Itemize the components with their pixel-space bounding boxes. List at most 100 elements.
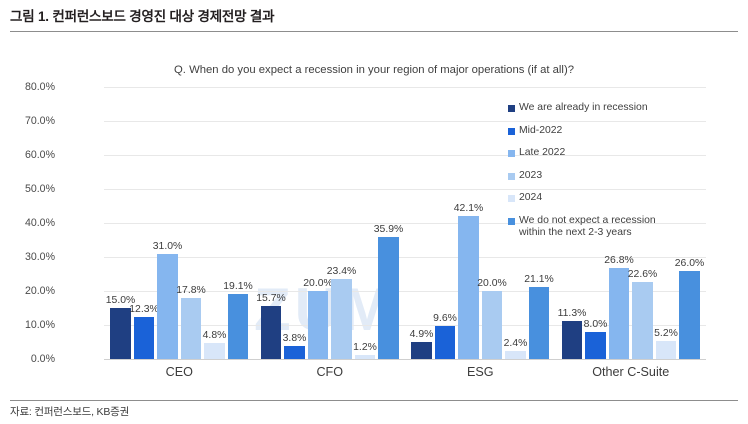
bar[interactable] bbox=[260, 305, 282, 359]
bar-item[interactable]: 1.2% bbox=[353, 87, 377, 359]
gridline bbox=[104, 121, 706, 122]
bar-item[interactable]: 3.8% bbox=[283, 87, 306, 359]
bar[interactable] bbox=[528, 287, 550, 359]
title-divider bbox=[10, 31, 738, 32]
legend-swatch-icon bbox=[508, 172, 515, 180]
bar-value-label: 23.4% bbox=[326, 266, 357, 278]
bar-value-label: 21.1% bbox=[524, 274, 554, 286]
x-axis-category-label: Other C-Suite bbox=[592, 365, 670, 379]
x-axis-category-label: CFO bbox=[316, 365, 344, 379]
gridline bbox=[104, 223, 706, 224]
bar-group: 15.7% 3.8% 20.0% 23.4% 1.2% 35.9% bbox=[255, 87, 406, 359]
gridline bbox=[104, 291, 706, 292]
legend-item[interactable]: Mid-2022 bbox=[508, 125, 744, 137]
bar[interactable] bbox=[679, 270, 700, 359]
bar-item[interactable]: 12.3% bbox=[129, 87, 159, 359]
bar-item[interactable]: 35.9% bbox=[374, 87, 403, 359]
legend-swatch-icon bbox=[508, 150, 515, 157]
bar-value-label: 26.0% bbox=[674, 257, 705, 269]
bar-item[interactable]: 26.8% bbox=[604, 87, 634, 359]
bar-item[interactable]: 5.2% bbox=[654, 87, 678, 359]
bar[interactable] bbox=[458, 215, 479, 359]
bar-value-label: 11.3% bbox=[557, 307, 587, 319]
bar[interactable] bbox=[204, 342, 225, 359]
bar-value-label: 20.0% bbox=[477, 278, 507, 289]
bar-chart: Q. When do you expect a recession in you… bbox=[0, 40, 748, 392]
bar[interactable] bbox=[632, 282, 653, 359]
bar-value-label: 2.4% bbox=[503, 337, 528, 349]
bar[interactable] bbox=[284, 346, 305, 359]
bar-item[interactable]: 15.7% bbox=[256, 87, 286, 359]
bar-item[interactable]: 20.0% bbox=[303, 87, 333, 359]
bar-item[interactable]: 26.0% bbox=[675, 87, 704, 359]
bar[interactable] bbox=[655, 341, 677, 359]
bar[interactable] bbox=[110, 308, 131, 359]
bar[interactable] bbox=[608, 267, 630, 359]
bar-item[interactable]: 4.8% bbox=[202, 87, 227, 359]
bar-item[interactable]: 21.1% bbox=[524, 87, 554, 359]
chart-title: Q. When do you expect a recession in you… bbox=[174, 64, 574, 76]
bar-item[interactable]: 19.1% bbox=[223, 87, 253, 359]
legend-item[interactable]: Late 2022 bbox=[508, 147, 744, 159]
bar-group: 11.3% 8.0% 26.8% 22.6% 5.2% 26.0% bbox=[556, 87, 707, 359]
legend-label: Late 2022 bbox=[519, 147, 566, 158]
legend-item[interactable]: 2023 bbox=[508, 170, 744, 182]
bar[interactable] bbox=[133, 317, 155, 359]
gridline bbox=[104, 189, 706, 190]
x-axis-category-label: ESG bbox=[466, 365, 494, 379]
legend-item[interactable]: 2024 bbox=[508, 192, 744, 204]
bar[interactable] bbox=[307, 291, 329, 359]
bar[interactable] bbox=[434, 326, 456, 359]
legend-swatch-icon bbox=[508, 105, 515, 112]
y-axis-tick-label: 60.0% bbox=[24, 149, 55, 161]
bar-item[interactable]: 9.6% bbox=[433, 87, 457, 359]
y-axis-tick-label: 70.0% bbox=[24, 115, 55, 127]
bar-value-label: 4.8% bbox=[202, 329, 227, 341]
bar-value-label: 9.6% bbox=[433, 313, 457, 325]
y-axis-tick-label: 20.0% bbox=[24, 285, 55, 297]
x-axis-category-label: CEO bbox=[165, 365, 193, 379]
bar[interactable] bbox=[378, 236, 399, 359]
y-axis-tick-label: 50.0% bbox=[24, 183, 55, 195]
bar-item[interactable]: 15.0% bbox=[106, 87, 135, 359]
legend-swatch-icon bbox=[508, 195, 515, 202]
bar-item[interactable]: 20.0% bbox=[477, 87, 507, 359]
bar[interactable] bbox=[227, 294, 249, 359]
legend-item[interactable]: We are already in recession bbox=[508, 102, 744, 114]
plot-area: ZUM 80.0%70.0%60.0%50.0%40.0%30.0%20.0%1… bbox=[25, 81, 707, 379]
bar-item[interactable]: 2.4% bbox=[503, 87, 528, 359]
bar-item[interactable]: 17.8% bbox=[176, 87, 206, 359]
bar-value-label: 19.1% bbox=[223, 281, 253, 293]
bar[interactable] bbox=[505, 350, 526, 359]
bar-item[interactable]: 22.6% bbox=[628, 87, 657, 359]
bar-value-label: 35.9% bbox=[373, 223, 404, 235]
bar[interactable] bbox=[561, 320, 583, 359]
legend-item[interactable]: We do not expect a recession within the … bbox=[508, 215, 744, 239]
bar[interactable] bbox=[411, 342, 432, 359]
bar[interactable] bbox=[331, 279, 352, 359]
bar-item[interactable]: 23.4% bbox=[327, 87, 356, 359]
bar[interactable] bbox=[481, 291, 503, 359]
bar-value-label: 5.2% bbox=[654, 328, 678, 340]
bar-item[interactable]: 8.0% bbox=[584, 87, 607, 359]
bar-value-label: 20.0% bbox=[303, 278, 333, 289]
bar[interactable] bbox=[180, 298, 202, 359]
bar-item[interactable]: 11.3% bbox=[558, 87, 586, 359]
y-axis-tick-label: 0.0% bbox=[30, 353, 55, 365]
bar[interactable] bbox=[157, 253, 178, 359]
legend-label: 2023 bbox=[519, 169, 543, 181]
legend-swatch-icon bbox=[508, 217, 515, 225]
legend-label: 2024 bbox=[519, 192, 543, 203]
bar-item[interactable]: 31.0% bbox=[153, 87, 182, 359]
bar-value-label: 15.7% bbox=[256, 292, 286, 304]
bar[interactable] bbox=[585, 331, 606, 359]
bar-item[interactable]: 42.1% bbox=[454, 87, 483, 359]
bar-value-label: 4.9% bbox=[409, 329, 434, 341]
gridline bbox=[104, 257, 706, 258]
source-note: 자료: 컨퍼런스보드, KB증권 bbox=[10, 406, 130, 418]
bar-item[interactable]: 4.9% bbox=[409, 87, 434, 359]
bar-group: 15.0% 12.3% 31.0% 17.8% 4.8% 19.1% bbox=[104, 87, 255, 359]
figure-title: 그림 1. 컨퍼런스보드 경영진 대상 경제전망 결과 bbox=[10, 9, 275, 24]
legend-label: We do not expect a recession within the … bbox=[519, 214, 656, 238]
bar[interactable] bbox=[354, 354, 376, 359]
